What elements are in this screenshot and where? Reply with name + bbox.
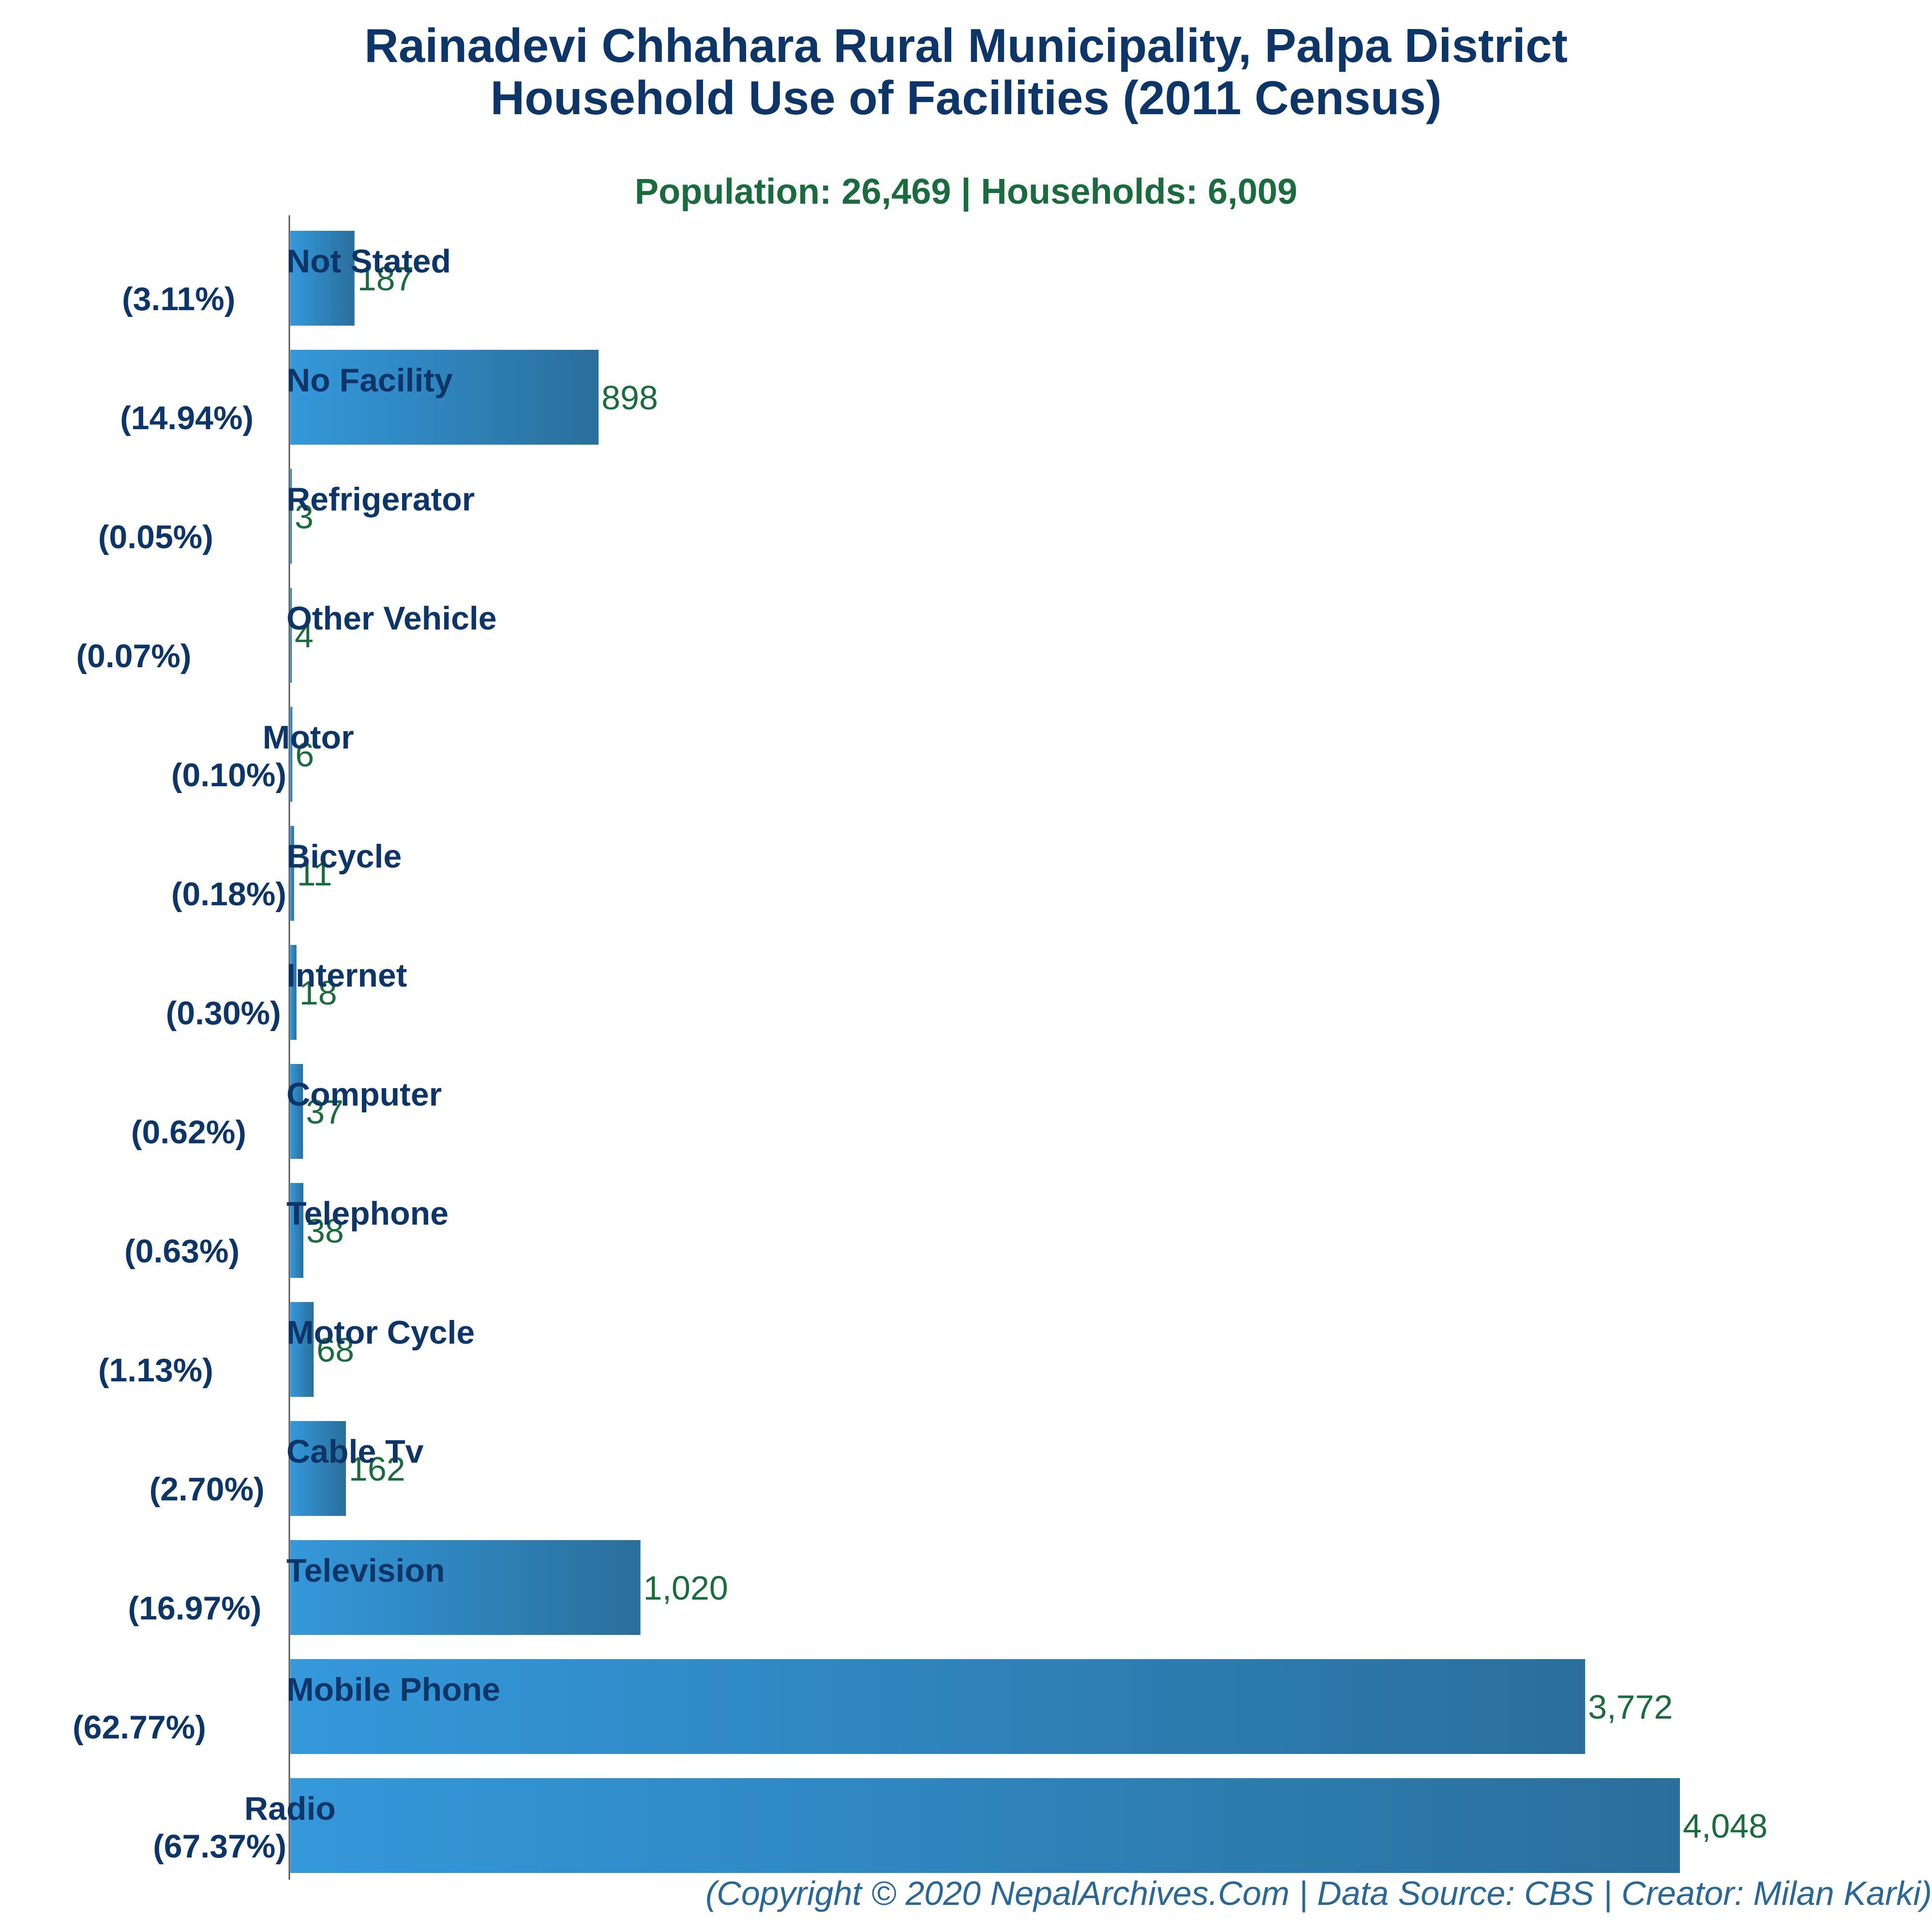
category-label: Other Vehicle (0.07%) [76, 600, 496, 674]
value-label: 187 [358, 260, 414, 298]
category-label: No Facility (14.94%) [120, 362, 453, 436]
value-label: 6 [295, 736, 314, 774]
category-label: Motor (0.10%) [171, 719, 354, 794]
category-label: Bicycle (0.18%) [171, 838, 402, 913]
value-label: 3 [295, 498, 314, 536]
value-label: 4 [295, 617, 314, 655]
category-label: Mobile Phone (62.77%) [73, 1671, 500, 1746]
chart-title-line-1: Rainadevi Chhahara Rural Municipality, P… [364, 19, 1568, 72]
category-label: Internet (0.30%) [166, 957, 407, 1032]
bar-other-vehicle [290, 588, 292, 683]
category-label: Computer (0.62%) [131, 1076, 442, 1151]
bar-not-stated [290, 231, 355, 326]
category-label: Telephone (0.63%) [124, 1195, 449, 1270]
value-label: 4,048 [1683, 1807, 1767, 1845]
bar-refrigerator [290, 469, 292, 564]
chart-title: Rainadevi Chhahara Rural Municipality, P… [0, 19, 1932, 124]
bar-no-facility [290, 350, 599, 445]
value-label: 37 [306, 1093, 344, 1131]
bar-telephone [290, 1183, 303, 1278]
bar-computer [290, 1064, 303, 1159]
bar-mobile-phone [290, 1659, 1586, 1754]
footer-credit: (Copyright © 2020 NepalArchives.Com | Da… [705, 1874, 1932, 1912]
chart-subtitle: Population: 26,469 | Households: 6,009 [634, 171, 1298, 211]
category-label: Not Stated (3.11%) [122, 243, 451, 317]
category-label: Radio (67.37%) [153, 1790, 336, 1865]
value-label: 3,772 [1588, 1688, 1673, 1726]
bar-bicycle [290, 826, 294, 921]
value-label: 68 [316, 1331, 354, 1369]
bar-motor-cycle [290, 1302, 314, 1397]
category-label: Motor Cycle (1.13%) [98, 1314, 475, 1389]
category-label: Cable Tv (2.70%) [150, 1433, 424, 1508]
bar-motor [290, 707, 293, 802]
value-label: 162 [349, 1450, 405, 1488]
value-label: 1,020 [644, 1569, 728, 1607]
value-label: 38 [306, 1212, 344, 1250]
bar-radio [290, 1778, 1680, 1873]
category-label: Television (16.97%) [128, 1552, 445, 1627]
value-label: 898 [601, 379, 658, 417]
chart-title-line-2: Household Use of Facilities (2011 Census… [490, 71, 1442, 124]
value-label: 11 [297, 855, 332, 893]
bar-cable-tv [290, 1421, 346, 1516]
category-label: Refrigerator (0.05%) [98, 481, 475, 555]
value-label: 18 [300, 974, 337, 1012]
bar-television [290, 1540, 641, 1635]
bar-internet [290, 945, 297, 1040]
